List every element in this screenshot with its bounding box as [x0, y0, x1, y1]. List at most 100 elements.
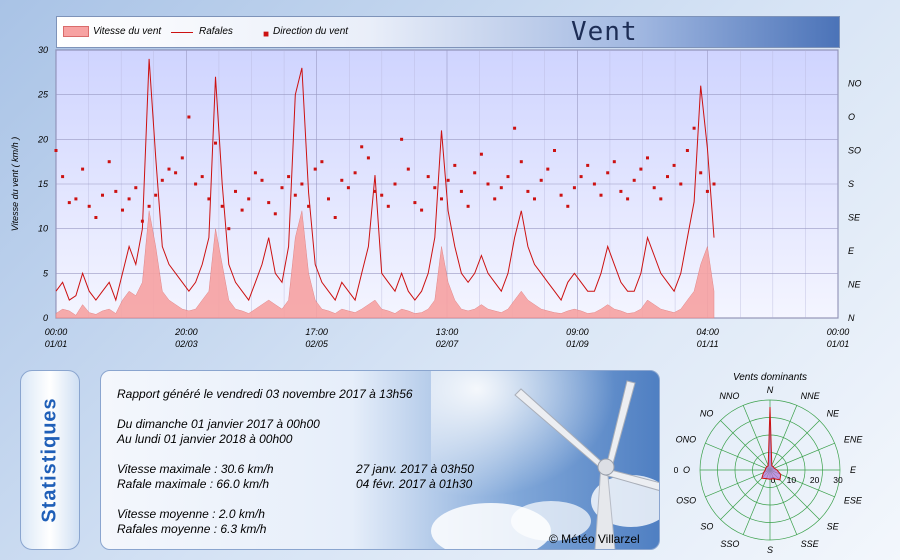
x-tick-date: 02/03 — [175, 339, 198, 349]
y-tick-label: 15 — [38, 179, 49, 189]
series-direction-point — [586, 163, 590, 167]
rose-series-polygon — [761, 406, 782, 481]
series-direction-point — [134, 186, 138, 190]
y-tick-label: 5 — [43, 268, 49, 278]
series-direction-point — [386, 204, 390, 208]
series-direction-point — [260, 178, 264, 182]
x-tick-time: 13:00 — [436, 327, 459, 337]
series-direction-point — [127, 197, 131, 201]
series-direction-point — [626, 197, 630, 201]
series-direction-point — [154, 193, 158, 197]
rose-direction-label: S — [767, 545, 773, 554]
rose-direction-label: SSE — [801, 539, 820, 549]
series-direction-point — [180, 156, 184, 160]
y2-tick-label: O — [848, 112, 855, 122]
gust-max-unit: km/h — [243, 477, 270, 491]
series-direction-point — [360, 145, 364, 149]
series-direction-point — [699, 171, 703, 175]
copyright: © Météo Villarzel — [549, 532, 640, 546]
legend-area-label: Vitesse du vent — [93, 26, 162, 37]
series-direction-point — [479, 152, 483, 156]
series-direction-point — [373, 189, 377, 193]
series-direction-point — [320, 160, 324, 164]
series-direction-point — [539, 178, 543, 182]
series-direction-point — [194, 182, 198, 186]
period-from: Du dimanche 01 janvier 2017 à 00h00 — [117, 417, 320, 431]
rose-direction-label: NNO — [719, 391, 739, 401]
rose-tick-label: 20 — [810, 475, 820, 485]
series-direction-point — [81, 167, 85, 171]
y2-tick-label: S — [848, 179, 854, 189]
x-tick-date: 01/01 — [45, 339, 68, 349]
x-tick-date: 02/05 — [305, 339, 329, 349]
series-direction-point — [160, 178, 164, 182]
period-to: Au lundi 01 janvier 2018 à 00h00 — [117, 432, 293, 446]
rose-direction-label: ESE — [844, 496, 863, 506]
series-direction-point — [546, 167, 550, 171]
stats-tab: Statistiques — [20, 370, 80, 550]
series-direction-point — [393, 182, 397, 186]
series-direction-point — [685, 149, 689, 152]
series-direction-point — [313, 167, 317, 171]
rose-tick-label: 10 — [787, 475, 797, 485]
series-direction-point — [519, 160, 523, 164]
series-direction-point — [440, 197, 443, 201]
series-direction-point — [433, 186, 437, 190]
series-direction-point — [672, 163, 676, 167]
stats-panel: Rapport généré le vendredi 03 novembre 2… — [100, 370, 660, 550]
series-direction-point — [87, 204, 91, 208]
series-rafales-line — [55, 58, 715, 302]
legend-dots-label: Direction du vent — [273, 26, 349, 37]
vavg-label: Vitesse moyenne : 2.0 km/h — [117, 507, 265, 521]
rose-direction-label: ENE — [844, 434, 864, 444]
series-direction-point — [333, 216, 337, 219]
y-tick-label: 20 — [37, 134, 48, 144]
x-tick-time: 00:00 — [45, 327, 68, 337]
y-axis-label: Vitesse du vent ( km/h ) — [10, 137, 20, 231]
gust-max-label: Rafale maximale : 66.0 km/h — [117, 477, 270, 491]
series-direction-point — [227, 227, 231, 231]
series-direction-point — [67, 201, 71, 205]
legend-line-swatch — [171, 32, 193, 33]
series-direction-point — [473, 171, 477, 175]
series-direction-point — [559, 193, 563, 197]
series-direction-point — [453, 163, 457, 167]
series-direction-point — [327, 197, 330, 201]
series-direction-point — [533, 197, 536, 201]
series-direction-point — [174, 171, 178, 175]
series-direction-point — [526, 189, 530, 193]
series-direction-point — [94, 216, 98, 219]
y2-tick-label: N — [848, 313, 855, 323]
y2-tick-label: SO — [848, 146, 861, 156]
rose-spoke — [720, 420, 771, 471]
series-direction-point — [234, 189, 237, 193]
series-direction-point — [466, 204, 470, 208]
rose-title: Vents dominants — [732, 372, 808, 383]
series-direction-point — [167, 167, 171, 171]
series-direction-point — [101, 193, 104, 197]
series-direction-point — [200, 175, 204, 179]
series-direction-point — [214, 141, 217, 145]
rose-spoke — [742, 469, 771, 535]
rose-spoke — [769, 405, 798, 471]
series-direction-point — [380, 193, 384, 197]
legend-line-label: Rafales — [199, 26, 233, 37]
series-direction-point — [293, 193, 297, 197]
y-tick-label: 25 — [37, 90, 49, 100]
rose-direction-label: N — [767, 385, 774, 395]
rose-direction-label: ONO — [676, 434, 697, 444]
rose-spoke — [769, 442, 835, 471]
rose-direction-label: E — [850, 465, 857, 475]
chart-header: Vitesse du vent Rafales ■ Direction du v… — [56, 16, 840, 48]
vmax-date: 27 janv. 2017 à 03h50 — [356, 462, 474, 476]
y2-tick-label: SE — [848, 213, 861, 223]
rose-direction-label: NO — [700, 408, 714, 418]
series-direction-point — [459, 189, 463, 193]
x-tick-date: 01/11 — [697, 339, 719, 349]
rose-spoke — [705, 469, 771, 498]
series-direction-point — [287, 175, 291, 179]
legend-area-swatch — [63, 26, 89, 37]
series-direction-point — [187, 115, 191, 119]
rose-spoke — [705, 442, 771, 471]
series-direction-point — [506, 175, 510, 179]
